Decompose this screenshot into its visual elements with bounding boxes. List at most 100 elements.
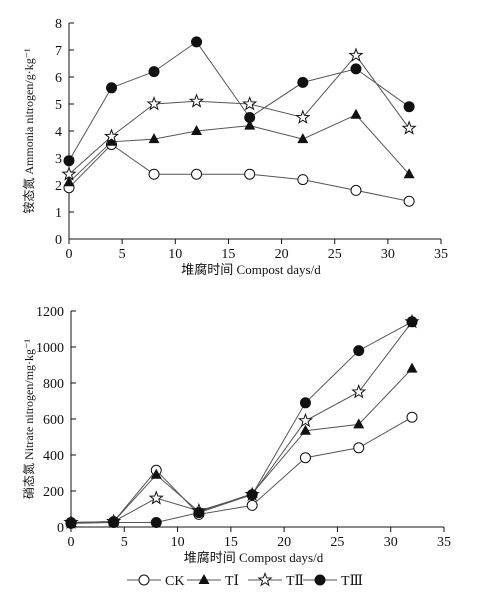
nitrate-nitrogen-chart: 0 5 10 15 20 25 30 35 0 200 400 600 800 1000 1200 堆腐时间 … [21,305,451,565]
ammonia-point-TⅡ [188,93,205,108]
ammonia-point-TⅢ [350,63,362,75]
ammonia-point-TⅡ [401,120,417,135]
ammonia-point-CK [297,174,309,186]
ammonia-point-TⅢ [148,66,160,78]
x-tick-label: 25 [330,535,344,550]
legend: CK TⅠ TⅡ TⅢ [127,572,363,589]
x-tick-label: 5 [121,535,128,550]
nitrate-point-TⅢ [246,489,258,501]
x-tick-label: 0 [68,535,75,550]
ammonia-point-TⅠ [350,108,362,119]
ammonia-point-TⅠ [403,168,415,179]
legend-marker-TⅡ [257,572,273,587]
y-tick-label: 2 [55,179,62,194]
ammonia-point-TⅠ [63,176,75,187]
nitrate-point-TⅢ [299,397,311,409]
x-axis-title: 堆腐时间 Compost days/d [184,550,324,565]
y-tick-label: 5 [55,98,62,113]
legend-marker-TⅢ [314,574,326,586]
x-axis-title: 堆腐时间 Compost days/d [181,262,321,277]
y-tick-label: 800 [43,377,64,392]
y-tick-label: 1200 [36,305,64,320]
ammonia-point-TⅢ [63,155,75,167]
y-tick-label: 8 [55,17,62,32]
ammonia-point-TⅢ [297,76,309,88]
ammonia-series-line-CK [68,143,410,202]
y-tick-label: 400 [43,449,64,464]
ammonia-point-TⅡ [242,96,258,111]
ammonia-point-TⅠ [191,125,203,135]
ammonia-point-CK [244,168,256,180]
y-tick-label: 7 [55,44,62,59]
legend-label-CK: CK [165,574,184,589]
nitrate-point-TⅠ [150,468,162,479]
y-tick-label: 0 [57,521,64,536]
nitrate-point-TⅡ [148,490,164,505]
nitrate-series-line-TⅢ [70,321,413,524]
x-tick-label: 20 [277,535,291,550]
ammonia-point-TⅢ [106,82,118,94]
ammonia-point-TⅠ [244,119,256,130]
nitrate-point-CK [299,452,311,464]
ammonia-point-TⅢ [403,101,415,113]
ammonia-series-line-TⅠ [68,114,410,183]
nitrate-point-TⅢ [353,345,365,357]
nitrate-series-line-TⅡ [70,321,413,523]
x-tick-label: 15 [224,535,238,550]
x-tick-label: 10 [168,247,182,262]
x-tick-label: 30 [384,535,398,550]
ammonia-series-line-TⅢ [68,41,410,161]
ammonia-nitrogen-chart: 0 5 10 15 20 25 30 35 0 1 2 3 4 5 6 7 8 堆腐时间 Compost days… [21,17,448,277]
x-tick-label: 20 [275,247,289,262]
nitrate-point-CK [406,411,418,423]
ammonia-point-CK [148,168,160,180]
y-tick-label: 4 [55,125,62,140]
legend-label-TⅢ: TⅢ [341,574,363,589]
nitrate-point-TⅢ [150,517,162,528]
y-tick-label: 1000 [36,341,64,356]
y-tick-label: 3 [55,152,62,167]
ammonia-point-TⅠ [297,133,309,144]
x-tick-label: 15 [221,247,235,262]
x-tick-label: 25 [328,247,342,262]
nitrate-point-TⅠ [406,362,418,373]
y-tick-label: 6 [55,71,62,86]
ammonia-point-CK [350,184,362,196]
ammonia-point-TⅡ [295,109,311,124]
ammonia-point-CK [191,168,203,180]
ammonia-point-TⅢ [244,112,256,123]
legend-marker-TⅠ [198,574,210,584]
x-tick-label: 5 [119,247,126,262]
nitrate-point-TⅠ [299,424,311,435]
y-axis-title: 硝态氮 Nitrate nitrogen/mg·kg⁻¹ [21,339,36,499]
y-tick-label: 0 [55,233,62,248]
legend-label-TⅠ: TⅠ [225,574,239,589]
ammonia-point-TⅢ [191,36,203,48]
y-tick-label: 600 [43,413,64,428]
ammonia-point-CK [403,195,415,207]
ammonia-point-TⅠ [148,133,160,144]
ammonia-point-TⅡ [146,96,162,111]
nitrate-point-CK [246,499,258,511]
nitrate-point-TⅢ [193,507,205,519]
nitrate-point-TⅢ [65,517,77,529]
ammonia-point-TⅠ [106,135,118,146]
legend-label-TⅡ: TⅡ [286,574,304,589]
nitrate-point-TⅠ [353,418,365,429]
x-tick-label: 30 [381,247,395,262]
x-tick-label: 35 [434,247,448,262]
x-tick-label: 0 [66,247,73,262]
ammonia-point-TⅡ [61,166,77,181]
nitrate-point-TⅢ [108,517,120,528]
nitrate-point-TⅢ [406,316,418,328]
legend-marker-CK [138,574,150,586]
nitrate-series-line-CK [70,416,413,523]
nitrate-point-TⅡ [351,384,367,399]
ammonia-series-line-TⅡ [68,54,410,175]
y-tick-label: 1 [55,206,62,221]
y-axis-title: 铵态氮 Ammonia nitrogen/g·kg⁻¹ [21,48,36,214]
nitrate-point-CK [353,442,365,454]
x-tick-label: 10 [171,535,185,550]
ammonia-point-TⅡ [103,128,120,143]
